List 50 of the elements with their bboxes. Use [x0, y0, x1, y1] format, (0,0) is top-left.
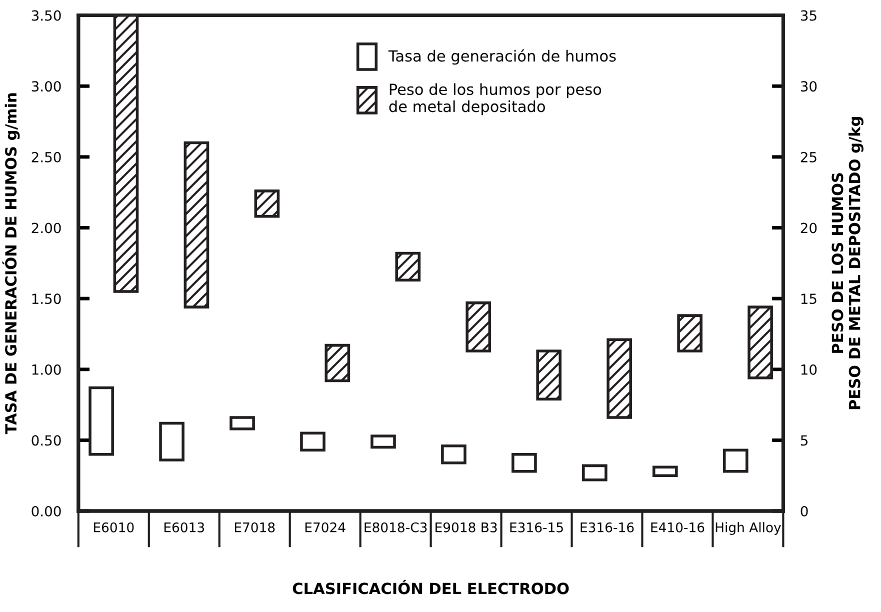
y2-tick-label: 5: [800, 435, 808, 446]
y-axis-title: TASA DE GENERACIÓN DE HUMOS g/min: [2, 93, 20, 434]
bar: [230, 416, 255, 430]
x-tick-label: E7024: [305, 522, 346, 532]
bar: [652, 466, 678, 477]
y-tick-label: 0.50: [32, 435, 61, 446]
bar: [88, 386, 114, 456]
bar: [370, 434, 396, 449]
y-tick-label: 3.50: [32, 10, 61, 21]
y-tick-label: 1.00: [32, 364, 61, 375]
x-tick-label: E6013: [164, 522, 204, 532]
bar: [536, 350, 562, 401]
y2-tick-label: 25: [800, 152, 816, 162]
bar: [677, 314, 702, 352]
y2-tick-label: 15: [801, 294, 816, 304]
x-axis-title: CLASIFICACIÓN DEL ELECTRODO: [292, 580, 569, 594]
y2-axis-title: PESO DE LOS HUMOS PESO DE METAL DEPOSITADO g/kg: [832, 117, 864, 410]
y-tick-label: 2.50: [32, 152, 61, 162]
y2-tick-label: 20: [800, 222, 817, 234]
bar: [395, 252, 421, 282]
bar: [606, 338, 632, 419]
x-tick-label: E6010: [94, 522, 134, 532]
y2-tick-label: 30: [800, 81, 817, 92]
bar: [582, 464, 608, 482]
x-tick-label: E7018: [234, 522, 275, 532]
y2-tick-label: 10: [801, 364, 817, 375]
y2-tick-label: 0: [800, 506, 808, 516]
bar: [184, 141, 210, 308]
y-tick-label: 1.50: [32, 294, 61, 304]
bar: [748, 306, 773, 380]
legend-label: Tasa de generación de humos: [388, 49, 616, 65]
bar: [466, 301, 492, 352]
x-tick-label: E410-16: [651, 522, 704, 532]
y2-tick-label: 35: [800, 10, 816, 21]
x-tick-label: High Alloy: [716, 522, 781, 535]
bar: [441, 444, 466, 464]
bar: [254, 190, 280, 218]
legend-label: Peso de los humos por peso de metal depositado: [389, 83, 602, 116]
bar: [300, 432, 326, 452]
y-tick-label: 3.00: [32, 81, 61, 92]
x-tick-label: E316-16: [580, 522, 634, 532]
bar: [324, 344, 350, 382]
bar: [722, 448, 748, 473]
y-tick-label: 0.00: [32, 506, 61, 516]
bar: [159, 422, 184, 462]
x-tick-label: E316-15: [510, 522, 563, 532]
x-tick-label: E9018 B3: [436, 522, 497, 532]
y-tick-label: 2.00: [32, 222, 61, 234]
x-tick-label: E8018-C3: [364, 522, 427, 532]
bar: [512, 452, 537, 473]
